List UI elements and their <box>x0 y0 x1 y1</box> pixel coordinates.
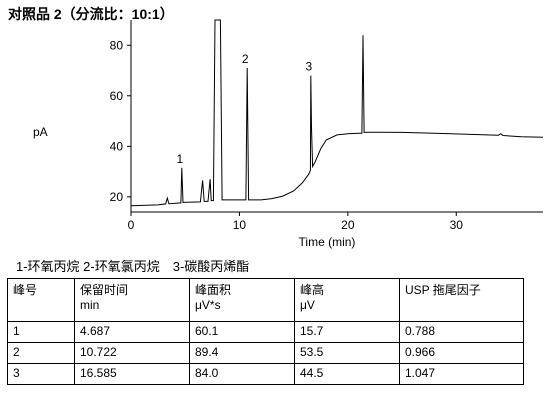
y-axis-label: pA <box>33 125 48 139</box>
x-tick-label: 30 <box>450 218 464 232</box>
peak-label-1: 1 <box>176 152 183 166</box>
cell-retention: 16.585 <box>74 363 190 385</box>
results-table: 峰号 保留时间 min 峰面积 μV*s 峰高 μV USP 拖尾因子 1 4.687… <box>7 278 524 385</box>
table-row: 2 10.722 89.4 53.5 0.966 <box>7 342 524 364</box>
cell-tailing: 0.788 <box>399 321 524 343</box>
header-usp-tailing: USP 拖尾因子 <box>399 278 524 322</box>
chromatogram-chart: 20 40 60 80 0 10 20 30 Time (min) pA 1 2 3 <box>33 19 544 249</box>
peak-legend: 1-环氧丙烷 2-环氧氯丙烷 3-碳酸丙烯酯 <box>16 259 250 274</box>
cell-peak: 2 <box>7 342 75 364</box>
table-row: 3 16.585 84.0 44.5 1.047 <box>7 363 524 385</box>
x-tick-label: 10 <box>233 218 247 232</box>
cell-peak: 3 <box>7 363 75 385</box>
header-peak-area: 峰面积 μV*s <box>189 278 295 322</box>
y-tick-label: 20 <box>110 190 124 204</box>
signal-trace-0 <box>130 19 544 207</box>
peak-label-3: 3 <box>305 60 312 74</box>
cell-peak: 1 <box>7 321 75 343</box>
cell-area: 84.0 <box>189 363 295 385</box>
x-axis-label: Time (min) <box>299 235 356 249</box>
cell-retention: 10.722 <box>74 342 190 364</box>
cell-tailing: 1.047 <box>399 363 524 385</box>
chart-title: 对照品 2（分流比：10:1） <box>8 6 174 22</box>
table-row: 1 4.687 60.1 15.7 0.788 <box>7 321 524 343</box>
x-tick-label: 20 <box>341 218 355 232</box>
y-tick-label: 80 <box>110 38 124 52</box>
x-tick-label: 0 <box>128 218 135 232</box>
y-tick-label: 60 <box>110 89 124 103</box>
header-peak-height: 峰高 μV <box>294 278 400 322</box>
header-peak-number: 峰号 <box>7 278 75 322</box>
cell-area: 89.4 <box>189 342 295 364</box>
y-tick-label: 40 <box>110 139 124 153</box>
cell-height: 44.5 <box>294 363 400 385</box>
cell-height: 53.5 <box>294 342 400 364</box>
cell-tailing: 0.966 <box>399 342 524 364</box>
table-header-row: 峰号 保留时间 min 峰面积 μV*s 峰高 μV USP 拖尾因子 <box>7 278 524 322</box>
header-retention-time: 保留时间 min <box>74 278 190 322</box>
peak-label-2: 2 <box>242 52 249 66</box>
cell-height: 15.7 <box>294 321 400 343</box>
cell-retention: 4.687 <box>74 321 190 343</box>
cell-area: 60.1 <box>189 321 295 343</box>
